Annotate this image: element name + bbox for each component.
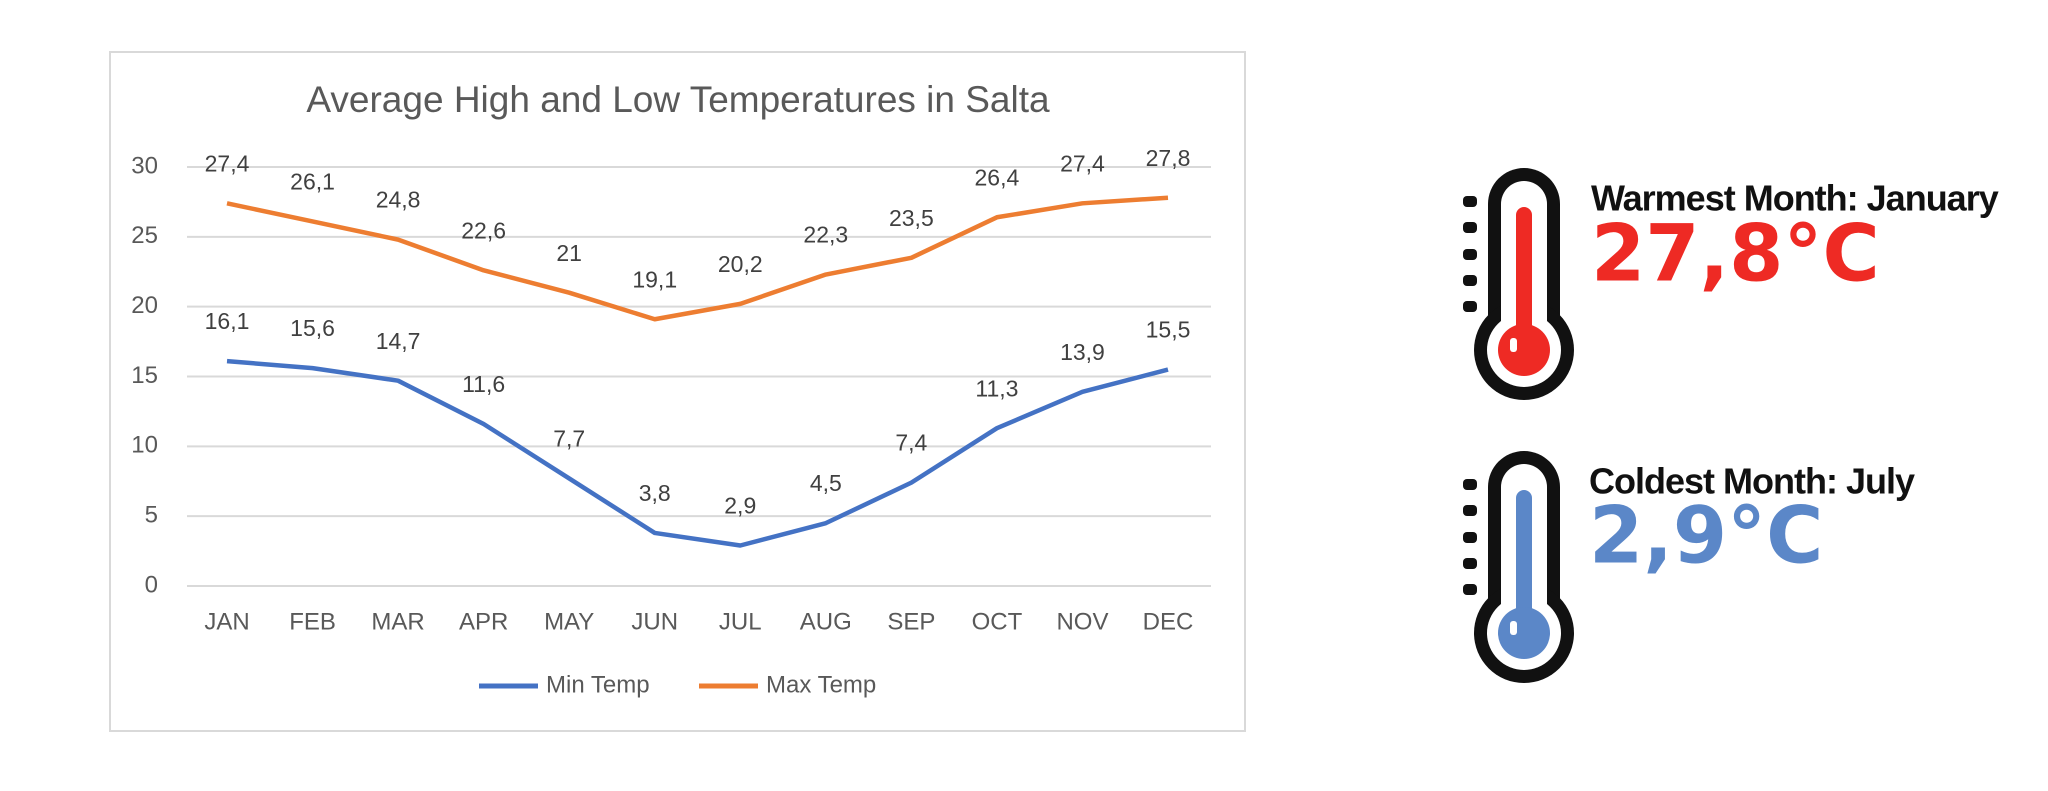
x-tick-label: FEB — [289, 608, 336, 635]
annotation-title: Coldest Month: July — [1589, 461, 1915, 502]
y-tick-label: 15 — [131, 362, 158, 389]
x-tick-label: AUG — [800, 608, 852, 635]
annotation-value: 2,9°C — [1589, 491, 1823, 581]
x-tick-label: OCT — [972, 608, 1023, 635]
x-tick-label: MAR — [371, 608, 424, 635]
data-label: 27,8 — [1146, 145, 1191, 171]
data-label: 11,3 — [975, 375, 1018, 401]
data-label: 13,9 — [1060, 339, 1105, 365]
series-line — [226, 195, 1169, 322]
data-label: 14,7 — [376, 328, 421, 354]
annotation-title: Warmest Month: January — [1591, 178, 1999, 219]
data-label: 15,6 — [290, 315, 335, 341]
data-label: 3,8 — [639, 480, 671, 506]
data-label: 26,4 — [975, 164, 1020, 190]
x-tick-label: JUN — [631, 608, 678, 635]
y-tick-label: 10 — [131, 432, 158, 459]
data-label: 22,3 — [803, 222, 848, 248]
data-label: 27,4 — [1060, 150, 1105, 176]
data-label: 27,4 — [205, 150, 250, 176]
y-tick-label: 30 — [131, 152, 158, 179]
data-label: 11,6 — [462, 371, 505, 397]
data-label: 7,7 — [553, 426, 585, 452]
data-label: 16,1 — [205, 308, 250, 334]
x-tick-label: APR — [459, 608, 508, 635]
thermometer-cold — [1463, 451, 1574, 683]
y-tick-label: 20 — [131, 292, 158, 319]
y-tick-label: 5 — [145, 502, 158, 529]
x-tick-label: JUL — [719, 608, 762, 635]
data-label: 20,2 — [718, 251, 763, 277]
data-label: 24,8 — [376, 187, 421, 213]
data-label: 22,6 — [461, 217, 506, 243]
data-label: 19,1 — [632, 266, 677, 292]
thermometer-warm — [1463, 168, 1574, 400]
data-label: 15,5 — [1146, 317, 1191, 343]
x-tick-label: SEP — [887, 608, 935, 635]
data-label: 23,5 — [889, 205, 934, 231]
y-tick-label: 0 — [145, 571, 158, 598]
chart-frame — [109, 51, 1246, 732]
x-tick-label: NOV — [1056, 608, 1108, 635]
chart-title: Average High and Low Temperatures in Sal… — [306, 79, 1050, 120]
legend-label: Min Temp — [546, 671, 650, 698]
data-label: 7,4 — [895, 430, 927, 456]
data-label: 2,9 — [724, 493, 756, 519]
series-line — [226, 358, 1169, 548]
data-label: 4,5 — [810, 470, 842, 496]
x-tick-label: JAN — [204, 608, 249, 635]
x-tick-label: DEC — [1143, 608, 1194, 635]
data-label: 26,1 — [290, 169, 335, 195]
annotation-value: 27,8°C — [1591, 209, 1880, 299]
x-tick-label: MAY — [544, 608, 594, 635]
y-tick-label: 25 — [131, 222, 158, 249]
data-label: 21 — [556, 240, 582, 266]
legend-label: Max Temp — [766, 671, 876, 698]
